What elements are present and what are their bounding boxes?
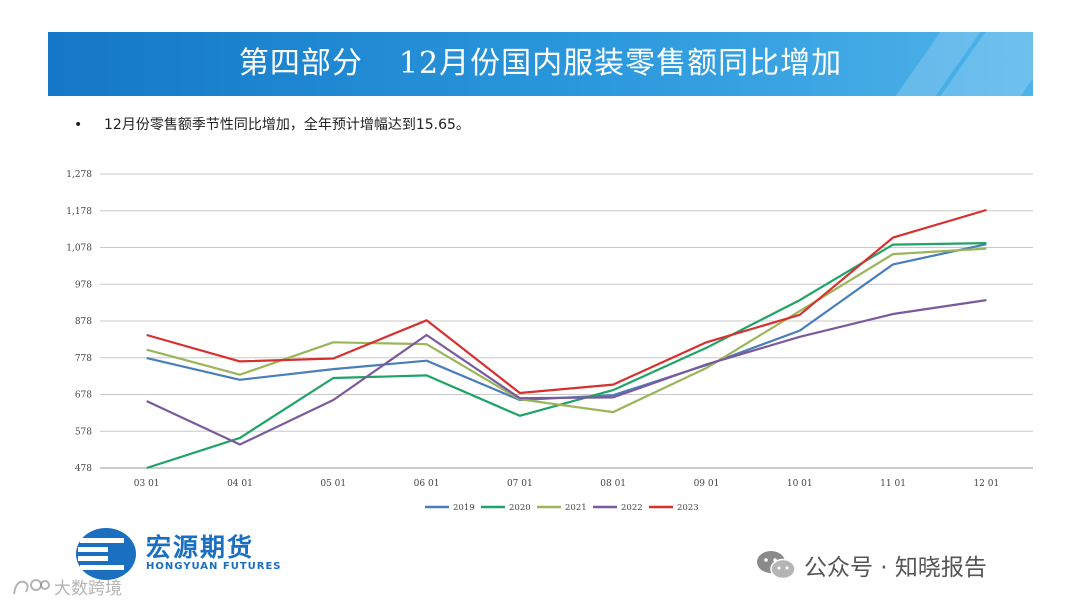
y-tick-label: 978 [75, 280, 92, 290]
bullet-text: 12月份零售额季节性同比增加，全年预计增幅达到15.65。 [104, 117, 470, 133]
y-tick-label: 1,078 [66, 244, 92, 254]
brand-name-cn: 宏源期货 [146, 533, 255, 562]
title-part: 第四部分 [238, 46, 363, 81]
brand-emblem-icon [76, 528, 136, 580]
series-line-2022 [146, 299, 987, 446]
series-line-2021 [146, 247, 987, 414]
x-tick-label: 05 01 [320, 479, 346, 489]
y-tick-label: 578 [75, 427, 92, 437]
x-tick-label: 09 01 [694, 479, 720, 489]
wechat-icon [757, 551, 796, 580]
legend-label-2022: 2022 [621, 503, 643, 513]
legend-label-2019: 2019 [453, 503, 475, 513]
brand-name-en: HONGYUAN FUTURES [146, 561, 282, 572]
y-tick-label: 1,278 [66, 170, 92, 180]
series-line-2023 [146, 208, 987, 395]
corner-text: 大数跨境 [54, 579, 122, 599]
corner-watermark: 大数跨境 [10, 574, 122, 599]
x-tick-label: 10 01 [787, 479, 813, 489]
wechat-watermark: 公众号 · 知晓报告 [756, 548, 987, 582]
title-text: 12月份国内服装零售额同比增加 [398, 46, 843, 81]
x-tick-label: 11 01 [880, 479, 906, 489]
y-tick-label: 1,178 [66, 207, 92, 217]
watermark-logo-icon [13, 578, 50, 594]
bullet-point: • 12月份零售额季节性同比增加，全年预计增幅达到15.65。 [74, 114, 470, 134]
x-tick-label: 07 01 [507, 479, 533, 489]
y-tick-label: 878 [75, 317, 92, 327]
y-tick-label: 778 [75, 354, 92, 364]
legend-label-2020: 2020 [509, 503, 531, 513]
brand-logo: 宏源期货 HONGYUAN FUTURES [74, 526, 314, 582]
wechat-text: 公众号 · 知晓报告 [804, 555, 987, 581]
title-banner: 第四部分 12月份国内服装零售额同比增加 [48, 32, 1033, 96]
legend-label-2021: 2021 [565, 503, 587, 513]
legend-label-2023: 2023 [677, 503, 699, 513]
x-tick-label: 03 01 [134, 479, 160, 489]
x-tick-label: 08 01 [600, 479, 626, 489]
page-title: 第四部分 12月份国内服装零售额同比增加 [48, 32, 1033, 96]
x-tick-label: 04 01 [227, 479, 253, 489]
x-tick-label: 06 01 [414, 479, 440, 489]
x-tick-label: 12 01 [973, 479, 999, 489]
bullet-dot: • [74, 117, 83, 133]
y-tick-label: 678 [75, 391, 92, 401]
y-tick-label: 478 [75, 464, 92, 474]
series-line-2020 [146, 242, 987, 470]
